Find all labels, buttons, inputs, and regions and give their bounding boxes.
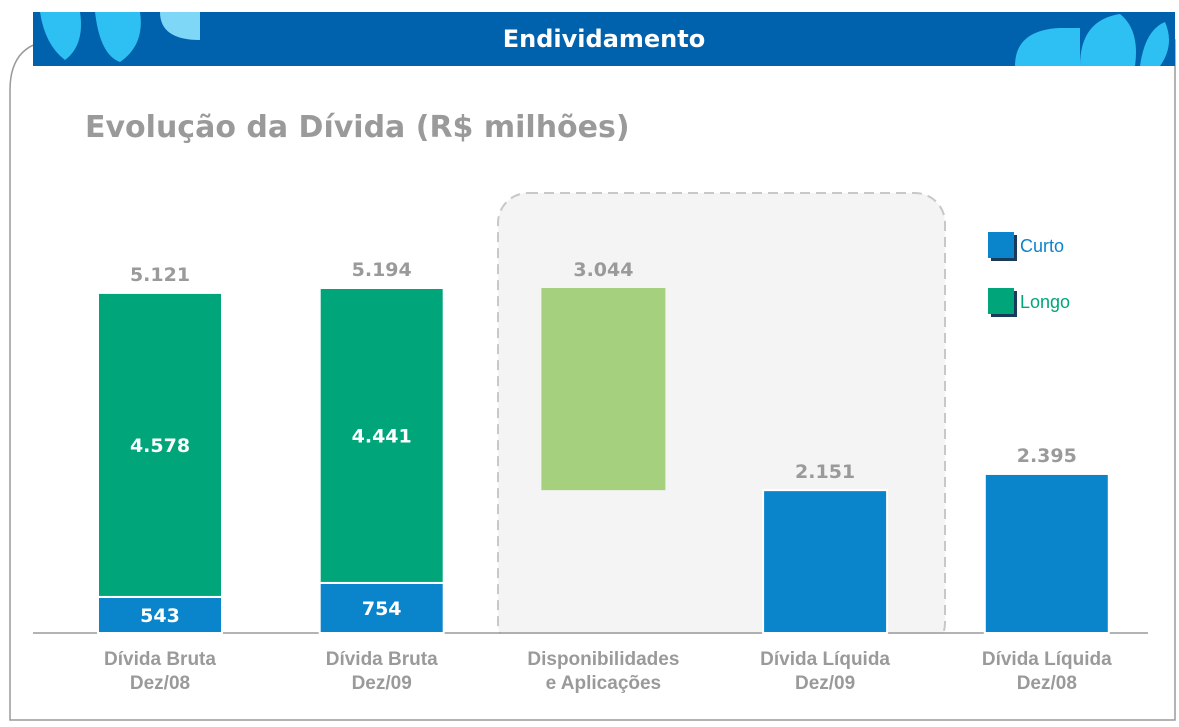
total-label: 5.194 (352, 259, 412, 281)
legend-swatch (988, 232, 1014, 258)
slide-graphics: Endividamento Evolução da Dívida (R$ mil… (0, 0, 1179, 727)
value-label: 4.441 (352, 425, 412, 447)
bar-segment (985, 474, 1109, 633)
value-label: 543 (140, 605, 180, 627)
value-label: 2.151 (795, 461, 855, 483)
value-label: 3.044 (573, 259, 633, 281)
legend-swatch (988, 288, 1014, 314)
total-label: 5.121 (130, 264, 190, 286)
header-title: Endividamento (503, 25, 705, 53)
value-label: 2.395 (1017, 445, 1077, 467)
x-tick-label: Dívida Bruta Dez/08 (70, 648, 250, 696)
bar-segment (763, 490, 887, 633)
legend-label: Curto (1020, 236, 1064, 256)
value-label: 4.578 (130, 435, 190, 457)
x-tick-label: Dívida Líquida Dez/08 (957, 648, 1137, 696)
value-label: 754 (362, 598, 402, 620)
x-tick-label: Disponibilidades e Aplicações (513, 648, 693, 696)
legend-label: Longo (1020, 292, 1070, 312)
x-tick-label: Dívida Líquida Dez/09 (735, 648, 915, 696)
x-tick-label: Dívida Bruta Dez/09 (292, 648, 472, 696)
chart-title: Evolução da Dívida (R$ milhões) (85, 110, 630, 145)
waterfall-bar (541, 288, 665, 490)
slide: Endividamento Evolução da Dívida (R$ mil… (0, 0, 1179, 727)
